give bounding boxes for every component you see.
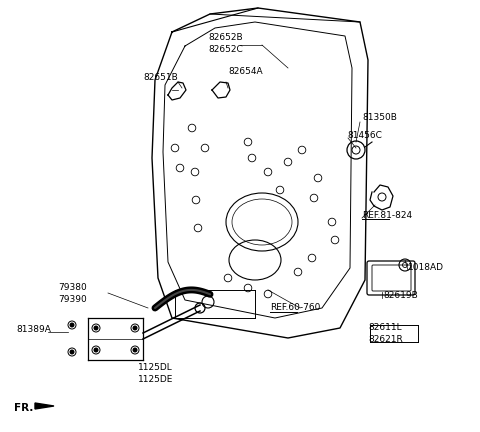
Text: 1125DL: 1125DL bbox=[138, 362, 173, 372]
Text: 79390: 79390 bbox=[58, 295, 87, 304]
Text: 82652B: 82652B bbox=[208, 34, 242, 42]
Text: REF.81-824: REF.81-824 bbox=[362, 210, 412, 219]
Circle shape bbox=[94, 348, 98, 352]
Text: 82619B: 82619B bbox=[383, 292, 418, 301]
Text: 82611L: 82611L bbox=[368, 324, 402, 333]
Circle shape bbox=[70, 323, 74, 327]
Circle shape bbox=[70, 350, 74, 354]
Polygon shape bbox=[35, 403, 54, 409]
Text: 81456C: 81456C bbox=[347, 130, 382, 140]
Text: 82651B: 82651B bbox=[143, 73, 178, 83]
Text: 82652C: 82652C bbox=[208, 45, 243, 54]
Text: 81350B: 81350B bbox=[362, 114, 397, 123]
Text: 81389A: 81389A bbox=[16, 325, 51, 334]
Text: FR.: FR. bbox=[14, 403, 34, 413]
Text: 79380: 79380 bbox=[58, 283, 87, 292]
Circle shape bbox=[94, 326, 98, 330]
Text: 82621R: 82621R bbox=[368, 336, 403, 344]
Circle shape bbox=[133, 348, 137, 352]
Text: 1018AD: 1018AD bbox=[408, 264, 444, 273]
Circle shape bbox=[133, 326, 137, 330]
Text: 1125DE: 1125DE bbox=[138, 375, 173, 384]
Text: REF.60-760: REF.60-760 bbox=[270, 304, 320, 312]
Text: 82654A: 82654A bbox=[228, 67, 263, 76]
